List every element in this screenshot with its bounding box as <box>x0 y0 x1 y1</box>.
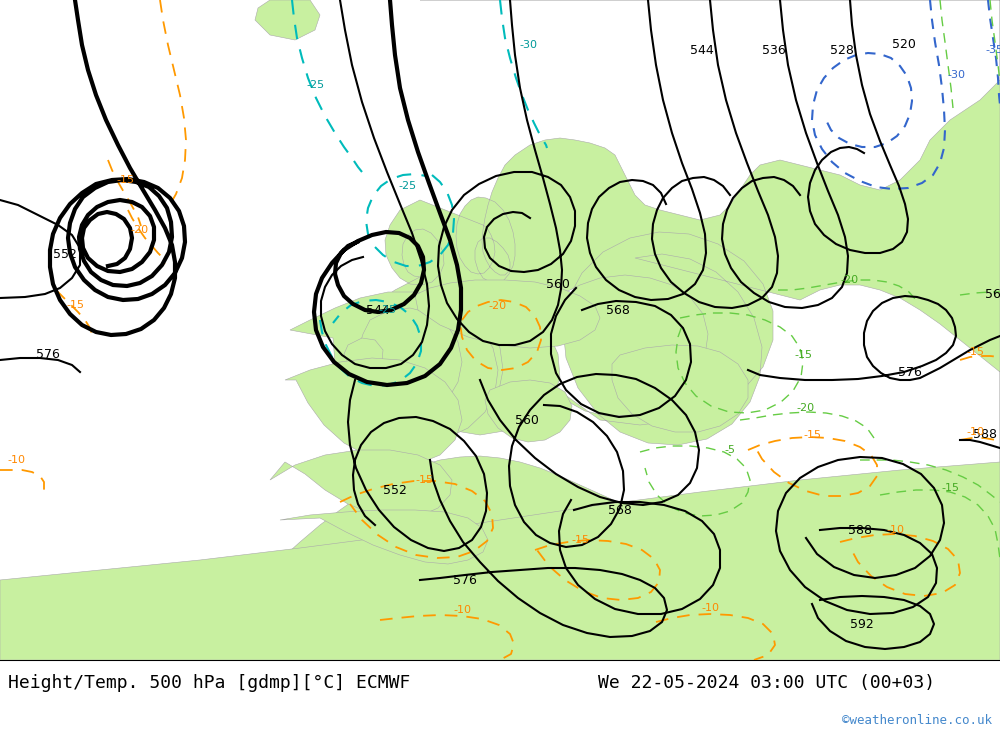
Polygon shape <box>140 0 1000 660</box>
Polygon shape <box>358 308 462 416</box>
Text: 576: 576 <box>898 366 922 378</box>
Text: 56: 56 <box>985 289 1000 301</box>
Text: -35: -35 <box>985 45 1000 55</box>
Text: -10: -10 <box>701 603 719 613</box>
Polygon shape <box>255 0 320 40</box>
Polygon shape <box>285 358 462 463</box>
Text: -30: -30 <box>947 70 965 80</box>
Text: 588: 588 <box>973 429 997 441</box>
Text: -15: -15 <box>66 300 84 310</box>
Text: -15: -15 <box>794 350 812 360</box>
Text: -15: -15 <box>941 483 959 493</box>
Text: -30: -30 <box>519 40 537 50</box>
Text: We 22-05-2024 03:00 UTC (00+03): We 22-05-2024 03:00 UTC (00+03) <box>598 674 935 692</box>
Polygon shape <box>344 338 383 372</box>
Text: 588: 588 <box>848 523 872 537</box>
Text: -20: -20 <box>841 275 859 285</box>
Text: -5: -5 <box>724 445 736 455</box>
Text: -10: -10 <box>7 455 25 465</box>
Polygon shape <box>415 280 600 348</box>
Text: 552: 552 <box>53 248 77 262</box>
Text: -20: -20 <box>131 225 149 235</box>
Text: 536: 536 <box>762 43 786 56</box>
Text: 544: 544 <box>690 43 714 56</box>
Text: -15: -15 <box>803 430 821 440</box>
Text: -15: -15 <box>966 347 984 357</box>
Text: 520: 520 <box>892 39 916 51</box>
Text: -25: -25 <box>307 80 325 90</box>
Polygon shape <box>280 510 488 564</box>
Text: -15: -15 <box>571 535 589 545</box>
Text: 568: 568 <box>606 303 630 317</box>
Text: -20: -20 <box>489 301 507 311</box>
Text: 560: 560 <box>515 413 539 427</box>
Text: Height/Temp. 500 hPa [gdmp][°C] ECMWF: Height/Temp. 500 hPa [gdmp][°C] ECMWF <box>8 674 410 692</box>
Polygon shape <box>270 450 452 518</box>
Text: -15: -15 <box>116 175 134 185</box>
Text: 560: 560 <box>546 279 570 292</box>
Text: -10: -10 <box>966 427 984 437</box>
Polygon shape <box>485 380 572 442</box>
Text: 528: 528 <box>830 43 854 56</box>
Text: 552: 552 <box>383 484 407 496</box>
Text: -25: -25 <box>399 181 417 191</box>
Text: 576: 576 <box>453 573 477 586</box>
Text: -10: -10 <box>886 525 904 535</box>
Text: 592: 592 <box>850 619 874 632</box>
Text: -15: -15 <box>415 475 433 485</box>
Text: -25: -25 <box>379 305 397 315</box>
Polygon shape <box>290 292 498 441</box>
Text: -10: -10 <box>453 605 471 615</box>
Text: ©weatheronline.co.uk: ©weatheronline.co.uk <box>842 715 992 727</box>
Text: 544: 544 <box>366 303 390 317</box>
Polygon shape <box>0 462 1000 660</box>
Polygon shape <box>612 345 748 432</box>
Text: 568: 568 <box>608 504 632 517</box>
Text: -20: -20 <box>797 403 815 413</box>
Text: 576: 576 <box>36 348 60 361</box>
